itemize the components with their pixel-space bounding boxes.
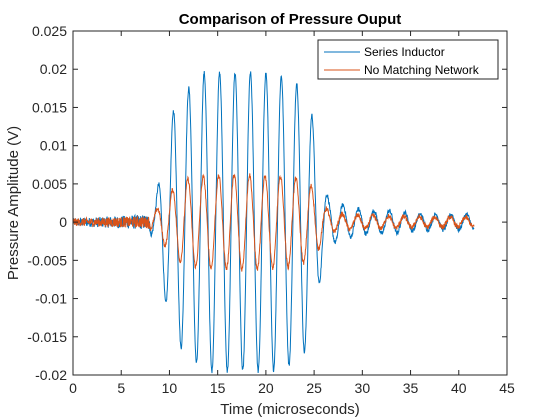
tick-layer: 0 5 10 15 20 25 30 35 40 45 -0.02 -0.015 -0.01 -0.005… — [27, 23, 515, 396]
legend-label-no-matching-network: No Matching Network — [364, 63, 480, 77]
y-axis-label: Pressure Amplitude (V) — [5, 126, 22, 280]
chart-title: Comparison of Pressure Ouput — [179, 11, 402, 28]
legend-label-series-inductor: Series Inductor — [364, 45, 445, 59]
y-tick-label: -0.02 — [35, 367, 67, 383]
plot-box — [72, 30, 508, 376]
y-tick-label: 0.02 — [40, 61, 67, 77]
plot-area — [73, 31, 507, 375]
x-tick-label: 30 — [355, 380, 371, 396]
x-tick-label: 15 — [210, 380, 226, 396]
x-tick-label: 5 — [117, 380, 125, 396]
series-layer — [72, 70, 475, 374]
y-tick-label: 0.015 — [32, 99, 67, 115]
y-tick-label: 0.005 — [32, 176, 67, 192]
x-tick-label: 20 — [258, 380, 274, 396]
legend: Series Inductor No Matching Network — [317, 39, 499, 80]
series-line-no-matching-network — [72, 173, 475, 272]
x-tick-label: 40 — [451, 380, 467, 396]
y-tick-label: 0.025 — [32, 23, 67, 39]
x-tick-label: 35 — [403, 380, 419, 396]
y-tick-label: -0.01 — [35, 291, 67, 307]
x-tick-label: 10 — [162, 380, 178, 396]
x-tick-label: 45 — [499, 380, 515, 396]
x-tick-label: 25 — [306, 380, 322, 396]
x-tick-label: 0 — [69, 380, 77, 396]
y-tick-label: 0.01 — [40, 138, 67, 154]
legend-box — [317, 39, 499, 80]
x-axis-label: Time (microseconds) — [220, 401, 359, 418]
y-tick-label: 0 — [59, 214, 67, 230]
y-tick-label: -0.015 — [27, 329, 67, 345]
y-tick-label: -0.005 — [27, 252, 67, 268]
